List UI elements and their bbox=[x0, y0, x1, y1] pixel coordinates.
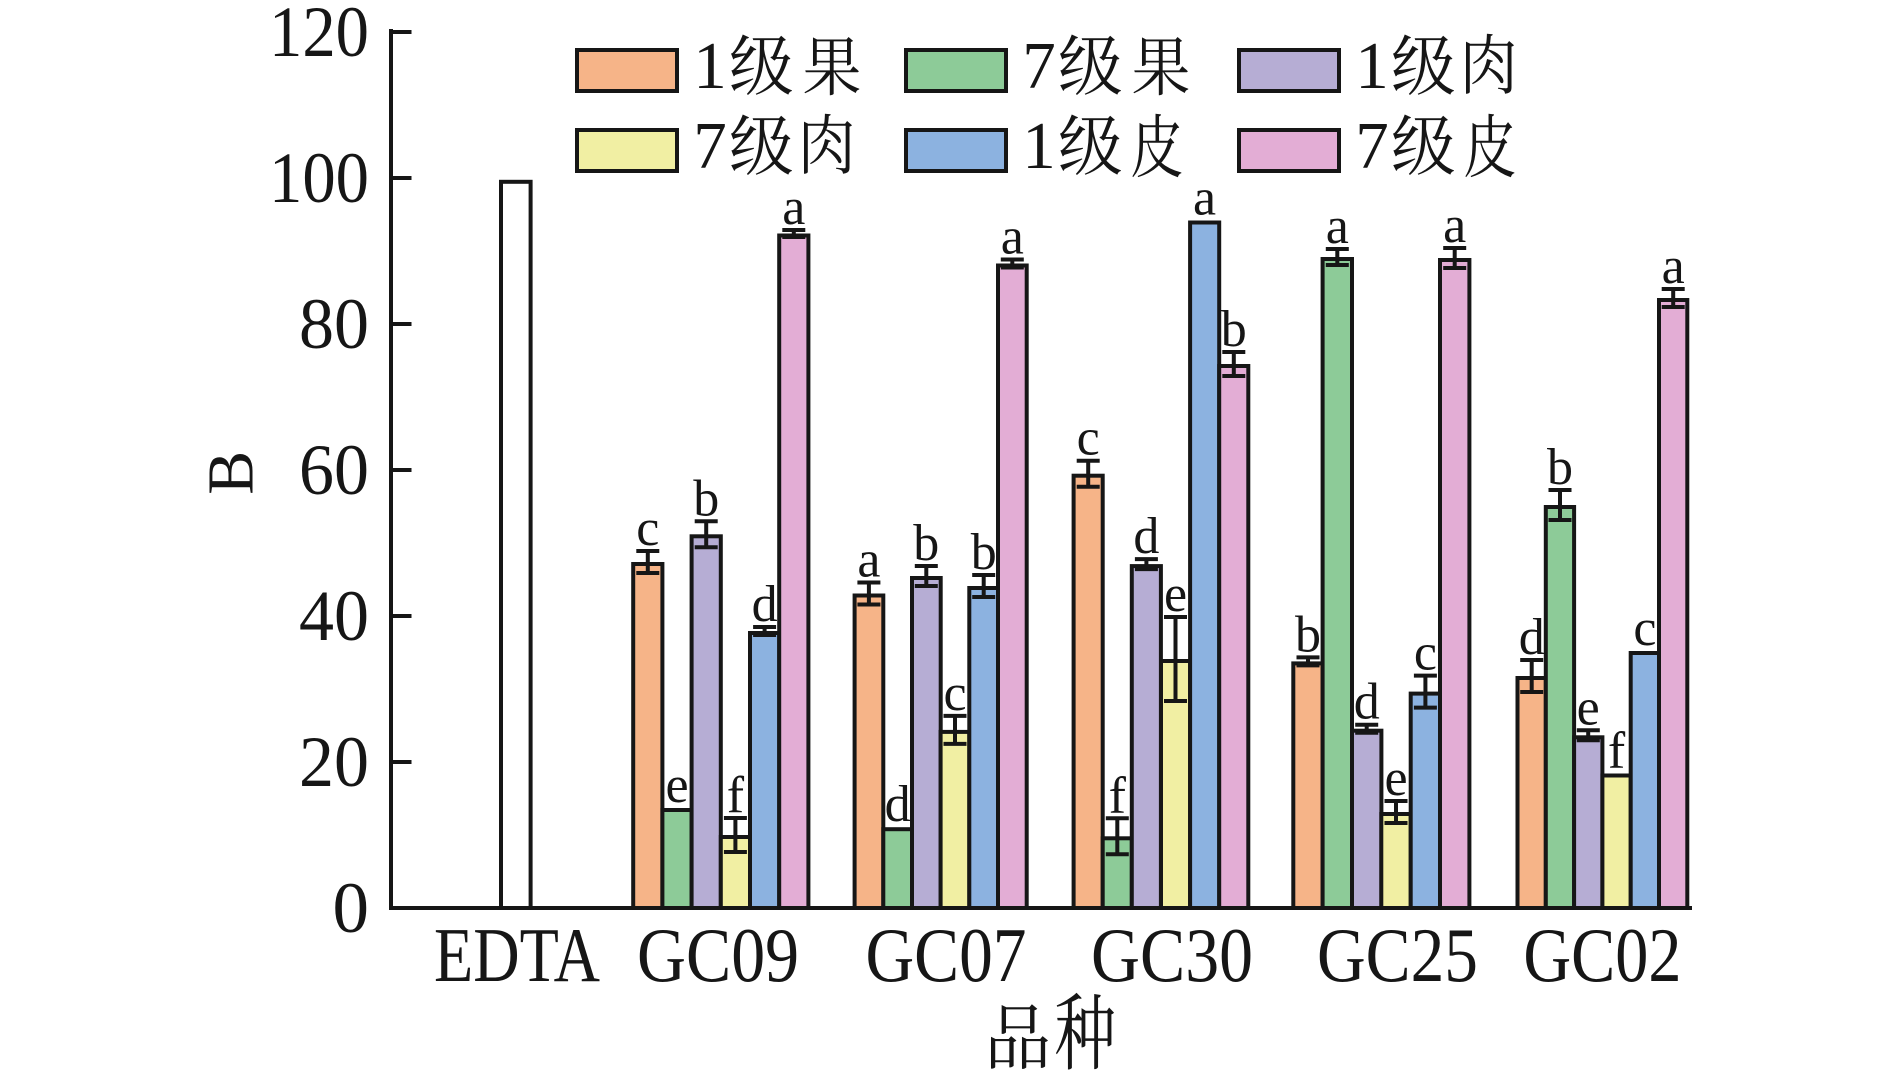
svg-text:d: d bbox=[1354, 674, 1380, 731]
svg-text:c: c bbox=[943, 665, 966, 722]
svg-text:EDTA: EDTA bbox=[434, 912, 600, 998]
svg-text:b: b bbox=[971, 524, 997, 581]
svg-text:GC09: GC09 bbox=[637, 912, 799, 998]
svg-text:f: f bbox=[1608, 723, 1626, 780]
svg-text:c: c bbox=[1414, 625, 1437, 682]
svg-text:b: b bbox=[1221, 301, 1247, 358]
svg-text:GC30: GC30 bbox=[1091, 912, 1253, 998]
svg-text:b: b bbox=[1295, 606, 1321, 663]
svg-text:d: d bbox=[1519, 609, 1545, 666]
svg-text:b: b bbox=[693, 470, 719, 527]
svg-text:a: a bbox=[1662, 238, 1685, 295]
svg-text:d: d bbox=[1133, 508, 1159, 565]
svg-text:80: 80 bbox=[299, 283, 369, 364]
svg-text:a: a bbox=[857, 532, 880, 589]
svg-text:c: c bbox=[636, 500, 659, 557]
svg-text:1: 1 bbox=[1355, 29, 1389, 103]
svg-text:a: a bbox=[782, 179, 805, 236]
svg-text:100: 100 bbox=[269, 137, 369, 218]
svg-text:e: e bbox=[665, 757, 688, 814]
svg-text:7: 7 bbox=[1022, 29, 1056, 103]
svg-text:a: a bbox=[1193, 170, 1216, 227]
svg-text:f: f bbox=[1109, 767, 1127, 824]
svg-text:7: 7 bbox=[1355, 109, 1389, 183]
svg-text:b: b bbox=[913, 515, 939, 572]
svg-text:c: c bbox=[1633, 600, 1656, 657]
svg-text:40: 40 bbox=[299, 575, 369, 656]
svg-text:e: e bbox=[1384, 750, 1407, 807]
svg-text:GC07: GC07 bbox=[866, 912, 1027, 998]
svg-text:GC02: GC02 bbox=[1523, 912, 1681, 998]
svg-text:a: a bbox=[1001, 209, 1024, 266]
svg-text:B: B bbox=[195, 451, 268, 495]
svg-text:7: 7 bbox=[693, 109, 727, 183]
svg-text:e: e bbox=[1577, 679, 1600, 736]
svg-text:20: 20 bbox=[299, 721, 369, 802]
svg-text:0: 0 bbox=[333, 867, 370, 948]
svg-text:c: c bbox=[1077, 410, 1100, 467]
svg-text:120: 120 bbox=[269, 0, 369, 72]
svg-text:d: d bbox=[752, 576, 778, 633]
svg-text:d: d bbox=[885, 776, 911, 833]
svg-text:a: a bbox=[1326, 198, 1349, 255]
svg-text:60: 60 bbox=[299, 429, 369, 510]
svg-text:e: e bbox=[1164, 566, 1187, 623]
svg-text:1: 1 bbox=[1022, 109, 1056, 183]
svg-text:a: a bbox=[1443, 197, 1466, 254]
svg-text:b: b bbox=[1547, 439, 1573, 496]
svg-text:GC25: GC25 bbox=[1317, 912, 1478, 998]
svg-text:1: 1 bbox=[693, 29, 727, 103]
svg-text:f: f bbox=[727, 767, 745, 824]
